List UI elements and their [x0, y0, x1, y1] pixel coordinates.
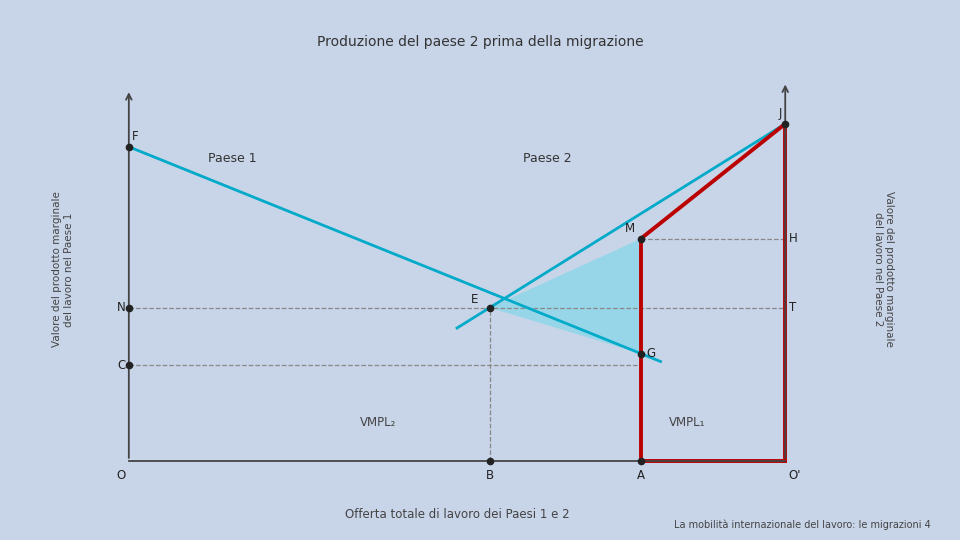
- Text: La mobilità internazionale del lavoro: le migrazioni 4: La mobilità internazionale del lavoro: l…: [675, 520, 931, 530]
- Text: N: N: [116, 301, 125, 314]
- Text: VMPL₁: VMPL₁: [668, 416, 705, 429]
- Text: VMPL₂: VMPL₂: [360, 416, 396, 429]
- Text: M: M: [625, 222, 635, 235]
- Text: B: B: [486, 469, 493, 482]
- Text: G: G: [647, 347, 656, 360]
- Text: A: A: [636, 469, 645, 482]
- Text: E: E: [470, 293, 478, 306]
- Text: O: O: [116, 469, 125, 482]
- Text: T: T: [789, 301, 796, 314]
- Text: O': O': [789, 469, 802, 482]
- Text: Paese 2: Paese 2: [522, 152, 571, 165]
- Polygon shape: [490, 239, 641, 354]
- Text: Paese 1: Paese 1: [207, 152, 256, 165]
- Text: J: J: [779, 107, 781, 120]
- Text: Offerta totale di lavoro dei Paesi 1 e 2: Offerta totale di lavoro dei Paesi 1 e 2: [345, 508, 569, 521]
- Text: Produzione del paese 2 prima della migrazione: Produzione del paese 2 prima della migra…: [317, 35, 643, 49]
- Text: Valore del prodotto marginale
del lavoro nel Paese 2: Valore del prodotto marginale del lavoro…: [873, 191, 895, 347]
- Text: Valore del prodotto marginale
del lavoro nel Paese 1: Valore del prodotto marginale del lavoro…: [53, 191, 74, 347]
- Text: F: F: [132, 130, 139, 143]
- Text: H: H: [789, 232, 798, 245]
- Text: C: C: [117, 359, 125, 372]
